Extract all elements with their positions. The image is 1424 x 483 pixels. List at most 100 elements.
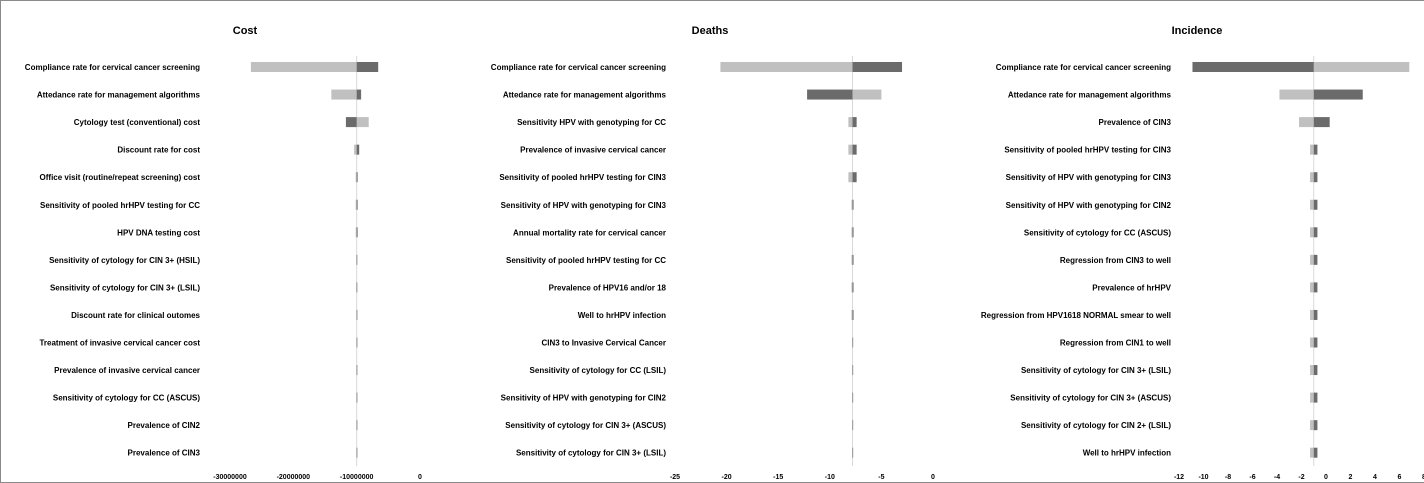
incidence-title: Incidence: [1172, 25, 1223, 37]
cost-bar-dark: [356, 199, 358, 210]
incidence-bar-dark: [1313, 309, 1318, 320]
deaths-bar-light: [720, 62, 853, 72]
cost-row-label: Office visit (routine/repeat screening) …: [40, 173, 201, 182]
deaths-bar-dark: [852, 392, 854, 403]
cost-bar-dark: [356, 227, 358, 238]
deaths-bar-dark: [852, 337, 854, 348]
deaths-x-tick: -25: [670, 474, 680, 481]
deaths-row-label: Compliance rate for cervical cancer scre…: [491, 63, 666, 72]
deaths-bar-dark: [852, 117, 857, 128]
cost-bar-dark: [345, 117, 357, 128]
incidence-row-label: Sensitivity of cytology for CC (ASCUS): [1024, 228, 1171, 237]
incidence-bar-dark: [1313, 172, 1318, 183]
cost-bar-dark: [356, 309, 358, 320]
incidence-bar-dark: [1313, 365, 1318, 376]
incidence-bar-dark: [1192, 62, 1314, 72]
deaths-bar-dark: [807, 89, 853, 100]
deaths-x-tick: -5: [878, 474, 884, 481]
incidence-x-tick: 4: [1373, 474, 1377, 481]
cost-bar-light: [356, 117, 369, 128]
deaths-bar-light: [851, 227, 853, 238]
deaths-row-label: Prevalence of HPV16 and/or 18: [549, 283, 667, 292]
deaths-row-label: Sensitivity of cytology for CIN 3+ (LSIL…: [516, 449, 666, 458]
incidence-bar-light: [1310, 227, 1314, 238]
cost-row-label: HPV DNA testing cost: [117, 228, 200, 237]
incidence-panel: Incidence Compliance rate for cervical ca…: [981, 25, 1424, 481]
deaths-row-label: Sensitivity of cytology for CIN 3+ (ASCU…: [505, 421, 666, 430]
deaths-bar-dark: [852, 282, 854, 293]
incidence-bar-dark: [1313, 89, 1363, 100]
cost-row-label: Compliance rate for cervical cancer scre…: [25, 63, 200, 72]
incidence-x-tick: -12: [1174, 474, 1184, 481]
cost-x-tick: -10000000: [340, 474, 374, 481]
incidence-bar-light: [1279, 89, 1314, 100]
cost-bar-light: [356, 282, 357, 293]
deaths-title: Deaths: [692, 25, 729, 37]
incidence-bar-light: [1310, 309, 1314, 320]
cost-bar-light: [355, 199, 357, 210]
cost-row-label: Prevalence of CIN3: [128, 449, 201, 458]
deaths-bar-dark: [852, 62, 903, 72]
incidence-row-label: Sensitivity of HPV with genotyping for C…: [1006, 173, 1172, 182]
cost-bar-dark: [356, 447, 358, 458]
deaths-row-label: Sensitivity HPV with genotyping for CC: [517, 118, 666, 127]
incidence-bar-dark: [1313, 117, 1330, 128]
cost-panel: Cost Compliance rate for cervical cancer …: [25, 25, 422, 481]
incidence-row-label: Sensitivity of HPV with genotyping for C…: [1006, 201, 1172, 210]
cost-row-label: Discount rate for clinical outomes: [71, 311, 200, 320]
cost-bar-dark: [356, 172, 358, 183]
cost-bar-dark: [356, 144, 360, 155]
cost-bar-dark: [356, 337, 358, 348]
cost-bar-light: [250, 62, 357, 72]
incidence-x-tick: -8: [1225, 474, 1231, 481]
deaths-x-tick: 0: [931, 474, 935, 481]
incidence-row-label: Prevalence of hrHPV: [1092, 283, 1171, 292]
deaths-row-label: Sensitivity of pooled hrHPV testing for …: [499, 173, 666, 182]
deaths-bar-light: [848, 172, 853, 183]
deaths-bar-light: [851, 199, 853, 210]
deaths-bar-dark: [852, 447, 854, 458]
incidence-row-label: Compliance rate for cervical cancer scre…: [996, 63, 1171, 72]
deaths-row-label: Well to hrHPV infection: [578, 311, 666, 320]
incidence-bar-light: [1310, 392, 1314, 403]
incidence-bar-light: [1313, 62, 1410, 72]
incidence-x-tick: -10: [1198, 474, 1208, 481]
cost-bar-dark: [356, 62, 379, 72]
incidence-x-tick: 6: [1398, 474, 1402, 481]
deaths-bar-light: [851, 309, 853, 320]
incidence-row-label: Attedance rate for management algorithms: [1008, 91, 1172, 100]
deaths-bar-dark: [852, 254, 854, 265]
incidence-bar-light: [1310, 420, 1314, 431]
deaths-row-label: Sensitivity of HPV with genotyping for C…: [501, 201, 667, 210]
incidence-row-label: Well to hrHPV infection: [1083, 449, 1171, 458]
incidence-bar-dark: [1313, 392, 1318, 403]
cost-bar-dark: [356, 89, 362, 100]
deaths-bar-light: [848, 144, 853, 155]
deaths-row-label: Sensitivity of cytology for CC (LSIL): [530, 366, 667, 375]
cost-bar-light: [331, 89, 357, 100]
incidence-row-label: Sensitivity of pooled hrHPV testing for …: [1004, 146, 1171, 155]
cost-row-label: Sensitivity of pooled hrHPV testing for …: [40, 201, 200, 210]
deaths-bar-light: [851, 254, 853, 265]
cost-row-label: Sensitivity of cytology for CC (ASCUS): [53, 394, 200, 403]
cost-title: Cost: [233, 25, 258, 37]
incidence-x-tick: 0: [1324, 474, 1328, 481]
deaths-bar-light: [851, 282, 853, 293]
incidence-x-tick: -2: [1298, 474, 1304, 481]
deaths-bar-light: [852, 89, 882, 100]
deaths-bar-dark: [852, 227, 854, 238]
incidence-x-tick: 2: [1349, 474, 1353, 481]
incidence-bar-light: [1310, 199, 1314, 210]
cost-row-label: Sensitivity of cytology for CIN 3+ (HSIL…: [49, 256, 200, 265]
incidence-row-label: Regression from CIN1 to well: [1060, 339, 1171, 348]
deaths-row-label: CIN3 to Invasive Cervical Cancer: [541, 339, 666, 348]
cost-x-tick: 0: [418, 474, 422, 481]
incidence-row-label: Regression from HPV1618 NORMAL smear to …: [981, 311, 1171, 320]
deaths-row-label: Attedance rate for management algorithms: [503, 91, 667, 100]
incidence-bar-dark: [1313, 254, 1318, 265]
incidence-row-label: Prevalence of CIN3: [1099, 118, 1172, 127]
incidence-bar-dark: [1313, 199, 1318, 210]
incidence-bar-dark: [1313, 282, 1318, 293]
incidence-bar-dark: [1313, 227, 1318, 238]
